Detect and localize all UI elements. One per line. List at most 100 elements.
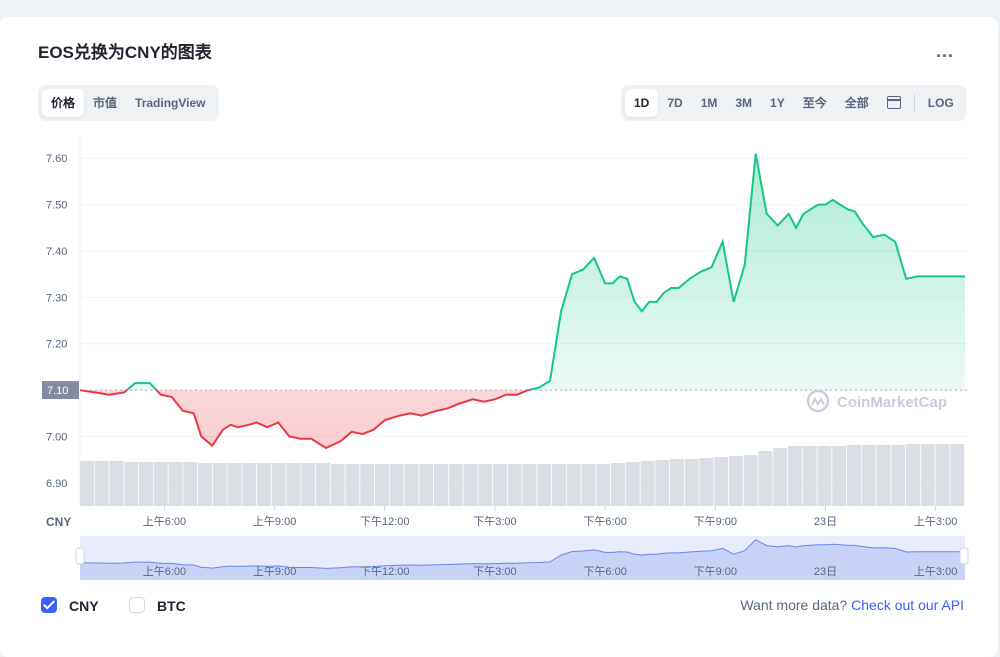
volume-bar xyxy=(596,464,611,506)
tab-tradingview[interactable]: TradingView xyxy=(135,96,206,110)
x-axis: CNY 上午6:00 上午9:00 下午12:00 下午3:00 下午6:00 下午9:00… xyxy=(46,506,957,529)
x-tick-label: 上午6:00 xyxy=(143,515,186,528)
volume-bar xyxy=(655,460,670,506)
currency-label: CNY xyxy=(46,515,71,529)
volume-bar xyxy=(832,446,847,506)
x-tick-label: 上午9:00 xyxy=(253,515,296,528)
navigator-label: 下午12:00 xyxy=(360,565,410,578)
volume-bar xyxy=(360,464,375,506)
volume-bar xyxy=(80,461,94,506)
watermark: CoinMarketCap xyxy=(806,389,947,413)
btc-checkbox-label: BTC xyxy=(157,598,186,614)
volume-bar xyxy=(552,464,566,506)
navigator-label: 23日 xyxy=(814,566,837,578)
range-switcher: 1D 7D 1M 3M 1Y 至今 全部 LOG xyxy=(621,85,967,121)
range-7d[interactable]: 7D xyxy=(667,96,683,110)
volume-bar xyxy=(478,464,493,506)
range-1m[interactable]: 1M xyxy=(700,96,718,110)
volume-bar xyxy=(242,463,257,506)
cny-checkbox[interactable] xyxy=(41,597,57,613)
volume-bar xyxy=(640,461,655,506)
range-all[interactable]: 全部 xyxy=(844,96,869,110)
price-line xyxy=(80,153,965,450)
cny-checkbox-label: CNY xyxy=(69,598,99,614)
volume-bar xyxy=(153,462,168,506)
volume-bar xyxy=(581,464,596,506)
chart-title: EOS兑换为CNY的图表 xyxy=(38,43,212,62)
volume-bar xyxy=(802,446,817,506)
baseline-label: 7.10 xyxy=(47,385,68,397)
range-ytd[interactable]: 至今 xyxy=(802,96,827,110)
coinmarketcap-logo-icon xyxy=(806,389,830,413)
volume-bar xyxy=(670,459,684,506)
volume-bar xyxy=(758,451,773,506)
volume-bar xyxy=(301,463,316,506)
x-tick-label: 下午6:00 xyxy=(583,515,626,528)
volume-bar xyxy=(404,464,419,506)
volume-bar xyxy=(109,461,124,506)
api-promo: Want more data? Check out our API xyxy=(740,597,964,613)
watermark-text: CoinMarketCap xyxy=(837,394,947,411)
volume-bar xyxy=(345,464,360,506)
range-3m[interactable]: 3M xyxy=(735,96,753,110)
range-1y[interactable]: 1Y xyxy=(770,96,785,110)
volume-bar xyxy=(891,445,906,506)
tab-market-cap[interactable]: 市值 xyxy=(93,96,118,110)
volume-bar xyxy=(684,459,699,506)
volume-bar xyxy=(183,462,198,506)
volume-bar xyxy=(94,461,109,506)
volume-bar xyxy=(817,446,832,506)
calendar-button[interactable] xyxy=(878,89,910,117)
divider xyxy=(913,94,915,112)
volume-bar xyxy=(257,463,271,506)
navigator-label: 上午3:00 xyxy=(914,565,957,578)
volume-bar xyxy=(611,463,625,506)
navigator-handle-left[interactable] xyxy=(75,547,85,565)
y-tick-label: 7.00 xyxy=(46,431,67,443)
x-tick-label: 下午3:00 xyxy=(473,515,516,528)
volume-bar xyxy=(935,444,950,506)
log-toggle[interactable]: LOG xyxy=(927,96,954,110)
price-area xyxy=(80,153,965,448)
y-tick-label: 6.90 xyxy=(46,478,67,490)
baseline-badge xyxy=(42,381,79,400)
volume-bar xyxy=(861,445,876,506)
y-tick-label: 7.30 xyxy=(46,292,67,304)
y-tick-label: 7.40 xyxy=(46,246,67,258)
volume-bar xyxy=(330,464,345,506)
navigator-label: 上午6:00 xyxy=(143,565,186,578)
btc-checkbox[interactable] xyxy=(129,597,145,613)
volume-bar xyxy=(286,463,301,506)
volume-bar xyxy=(522,464,537,506)
tab-price[interactable]: 价格 xyxy=(42,89,85,117)
volume-bar xyxy=(920,444,935,506)
volume-bar xyxy=(493,464,507,506)
more-options-icon[interactable]: ... xyxy=(936,41,955,61)
volume-bar xyxy=(227,463,242,506)
volume-bar xyxy=(714,457,729,506)
volume-bar xyxy=(507,464,522,506)
x-tick-label: 下午9:00 xyxy=(694,515,737,528)
y-tick-label: 7.20 xyxy=(46,339,67,351)
volume-bar xyxy=(847,445,861,506)
navigator-label: 上午9:00 xyxy=(253,565,296,578)
volume-bar xyxy=(463,464,478,506)
volume-bar xyxy=(950,444,965,506)
line-up xyxy=(80,153,965,391)
navigator-label: 下午3:00 xyxy=(473,565,516,578)
line-down xyxy=(80,390,533,450)
volume-bar xyxy=(788,446,802,506)
y-tick-label: 7.60 xyxy=(46,153,67,165)
volume-bar xyxy=(375,464,389,506)
x-tick-label: 上午3:00 xyxy=(914,515,957,528)
volume-bar xyxy=(906,444,920,506)
coinmarketcap-logo-mark xyxy=(811,396,825,406)
volume-bar xyxy=(389,464,404,506)
volume-bar xyxy=(124,462,139,506)
api-link[interactable]: Check out our API xyxy=(851,597,964,613)
volume-bar xyxy=(139,462,153,506)
navigator-handle-right[interactable] xyxy=(959,547,969,565)
range-1d[interactable]: 1D xyxy=(625,89,659,117)
range-navigator[interactable]: 上午6:00 上午9:00 下午12:00 下午3:00 下午6:00 下午9:00 23日… xyxy=(75,536,969,580)
